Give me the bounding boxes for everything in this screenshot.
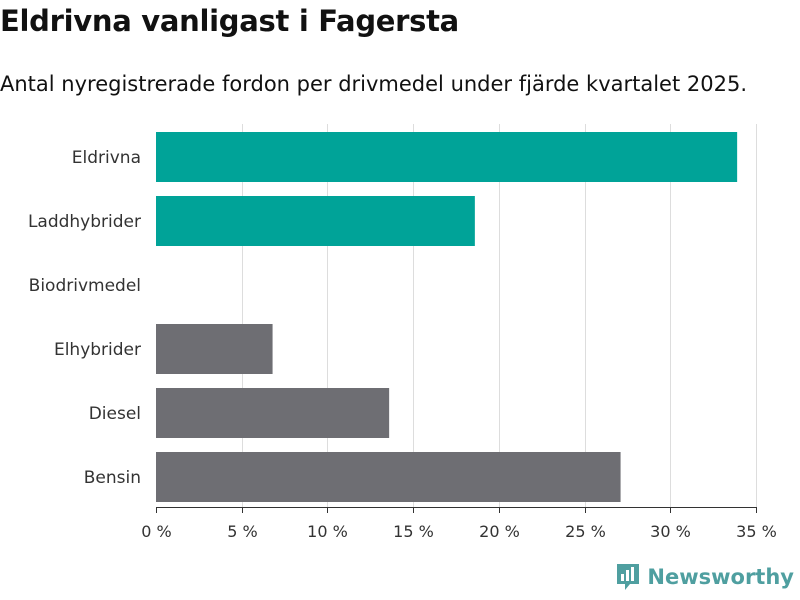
bar-diesel [156,388,390,438]
x-tick-label: 10 % [307,522,348,541]
chart-title: Eldrivna vanligast i Fagersta [0,4,459,38]
category-label: Bensin [84,468,141,488]
category-label: Eldrivna [72,148,141,168]
x-tick-label: 25 % [565,522,606,541]
category-label: Elhybrider [54,340,141,360]
category-label: Diesel [89,404,141,424]
x-tick-label: 15 % [393,522,434,541]
category-label: Biodrivmedel [29,276,141,296]
brand-name: Newsworthy [647,565,794,589]
x-tick-label: 5 % [227,522,257,541]
x-tick-label: 20 % [479,522,520,541]
chart-subtitle: Antal nyregistrerade fordon per drivmede… [0,72,748,96]
x-tick-label: 35 % [736,522,777,541]
x-tick-label: 0 % [141,522,171,541]
newsworthy-logo-icon [617,564,640,590]
category-label: Laddhybrider [28,212,141,232]
axis-layer [156,507,757,513]
brand-logo: Newsworthy [615,562,794,592]
label-layer: 0 % 5 % 10 % 15 % 20 % 25 % 30 % 35 % Eldrivna La… [28,148,777,541]
grid-layer [242,124,757,507]
bar-eldrivna [156,132,738,182]
bar-laddhybrider [156,196,475,246]
bar-layer [156,132,738,502]
x-tick-label: 30 % [650,522,691,541]
bar-elhybrider [156,324,273,374]
bar-bensin [156,452,621,502]
